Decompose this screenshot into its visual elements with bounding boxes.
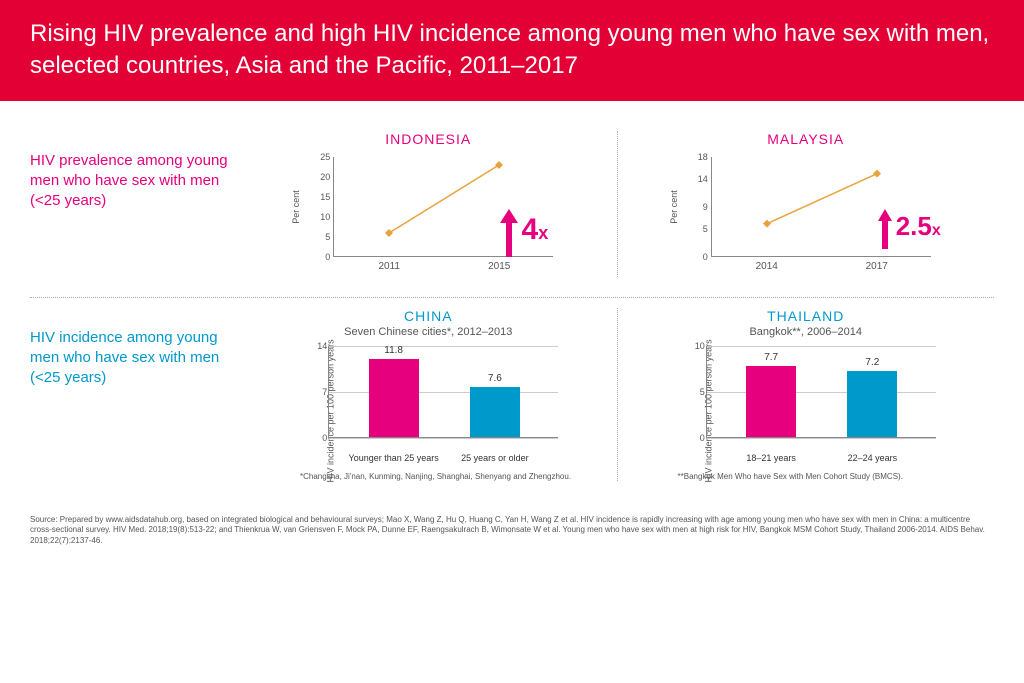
bar-xtick: 25 years or older bbox=[440, 453, 550, 463]
bar: 7.7 bbox=[746, 366, 796, 437]
bar-xtick: 22–24 years bbox=[817, 453, 927, 463]
ytick: 5 bbox=[687, 387, 705, 397]
ytick: 9 bbox=[690, 202, 708, 212]
indonesia-multiplier: 4x bbox=[522, 213, 549, 247]
prevalence-row: HIV prevalence among young men who have … bbox=[30, 121, 994, 298]
xtick: 2014 bbox=[756, 261, 778, 272]
malaysia-ylabel: Per cent bbox=[669, 190, 679, 224]
xtick: 2017 bbox=[866, 261, 888, 272]
china-chart: CHINA Seven Chinese cities*, 2012–2013 H… bbox=[240, 308, 618, 481]
bar: 7.2 bbox=[847, 371, 897, 437]
china-plot: 071411.8Younger than 25 years7.625 years… bbox=[328, 346, 558, 438]
ytick: 5 bbox=[312, 232, 330, 242]
gridline bbox=[329, 346, 558, 347]
xtick: 2011 bbox=[378, 261, 400, 272]
bar: 11.8 bbox=[369, 359, 419, 437]
bar-value-label: 11.8 bbox=[369, 345, 419, 356]
ytick: 14 bbox=[690, 174, 708, 184]
ytick: 0 bbox=[687, 433, 705, 443]
arrow-up-icon bbox=[878, 209, 892, 249]
content-area: HIV prevalence among young men who have … bbox=[0, 101, 1024, 501]
gridline bbox=[707, 392, 936, 393]
indonesia-line-chart: Per cent 051015202520112015 4x bbox=[303, 157, 553, 277]
ytick: 15 bbox=[312, 192, 330, 202]
gridline bbox=[329, 438, 558, 439]
china-title: CHINA bbox=[260, 308, 597, 324]
ytick: 0 bbox=[312, 252, 330, 262]
bar-value-label: 7.7 bbox=[746, 352, 796, 363]
thailand-chart: THAILAND Bangkok**, 2006–2014 HIV incide… bbox=[618, 308, 995, 481]
malaysia-line-chart: Per cent 059141820142017 2.5x bbox=[681, 157, 931, 277]
ytick: 10 bbox=[687, 341, 705, 351]
ytick: 0 bbox=[309, 433, 327, 443]
indonesia-mult-num: 4 bbox=[522, 213, 539, 246]
ytick: 14 bbox=[309, 341, 327, 351]
malaysia-mult-num: 2.5 bbox=[896, 211, 932, 241]
china-subtitle: Seven Chinese cities*, 2012–2013 bbox=[260, 326, 597, 338]
gridline bbox=[329, 392, 558, 393]
arrow-up-icon bbox=[500, 209, 518, 257]
thailand-bar-chart: HIV incidence per 100 person years 05107… bbox=[666, 346, 946, 466]
indonesia-ylabel: Per cent bbox=[291, 190, 301, 224]
ytick: 20 bbox=[312, 172, 330, 182]
ytick: 10 bbox=[312, 212, 330, 222]
malaysia-plot: 059141820142017 bbox=[711, 157, 931, 257]
incidence-row: HIV incidence among young men who have s… bbox=[30, 298, 994, 501]
malaysia-chart: MALAYSIA Per cent 059141820142017 2.5x bbox=[618, 131, 995, 277]
title-banner: Rising HIV prevalence and high HIV incid… bbox=[0, 0, 1024, 101]
malaysia-title: MALAYSIA bbox=[638, 131, 975, 147]
prevalence-label: HIV prevalence among young men who have … bbox=[30, 151, 230, 212]
bar: 7.6 bbox=[470, 387, 520, 437]
line-svg bbox=[712, 157, 932, 257]
indonesia-title: INDONESIA bbox=[260, 131, 597, 147]
bar-value-label: 7.6 bbox=[470, 373, 520, 384]
thailand-subtitle: Bangkok**, 2006–2014 bbox=[638, 326, 975, 338]
indonesia-chart: INDONESIA Per cent 051015202520112015 4x bbox=[240, 131, 618, 277]
ytick: 7 bbox=[309, 387, 327, 397]
ytick: 25 bbox=[312, 152, 330, 162]
bar-xtick: Younger than 25 years bbox=[339, 453, 449, 463]
gridline bbox=[707, 346, 936, 347]
ytick: 5 bbox=[690, 224, 708, 234]
source-text: Source: Prepared by www.aidsdatahub.org,… bbox=[0, 501, 1024, 546]
gridline bbox=[707, 438, 936, 439]
china-bar-chart: HIV incidence per 100 person years 07141… bbox=[288, 346, 568, 466]
incidence-label: HIV incidence among young men who have s… bbox=[30, 328, 230, 389]
malaysia-mult-x: x bbox=[932, 222, 941, 239]
incidence-label-col: HIV incidence among young men who have s… bbox=[30, 308, 240, 481]
indonesia-plot: 051015202520112015 bbox=[333, 157, 553, 257]
ytick: 18 bbox=[690, 152, 708, 162]
thailand-title: THAILAND bbox=[638, 308, 975, 324]
ytick: 0 bbox=[690, 252, 708, 262]
bar-value-label: 7.2 bbox=[847, 357, 897, 368]
xtick: 2015 bbox=[488, 261, 510, 272]
prevalence-label-col: HIV prevalence among young men who have … bbox=[30, 131, 240, 277]
malaysia-multiplier: 2.5x bbox=[896, 211, 941, 242]
thailand-footnote: **Bangkok Men Who have Sex with Men Coho… bbox=[638, 466, 975, 481]
indonesia-mult-x: x bbox=[538, 223, 548, 243]
china-footnote: *Changsha, Ji'nan, Kunming, Nanjing, Sha… bbox=[260, 466, 597, 481]
thailand-plot: 05107.718–21 years7.222–24 years bbox=[706, 346, 936, 438]
bar-xtick: 18–21 years bbox=[716, 453, 826, 463]
